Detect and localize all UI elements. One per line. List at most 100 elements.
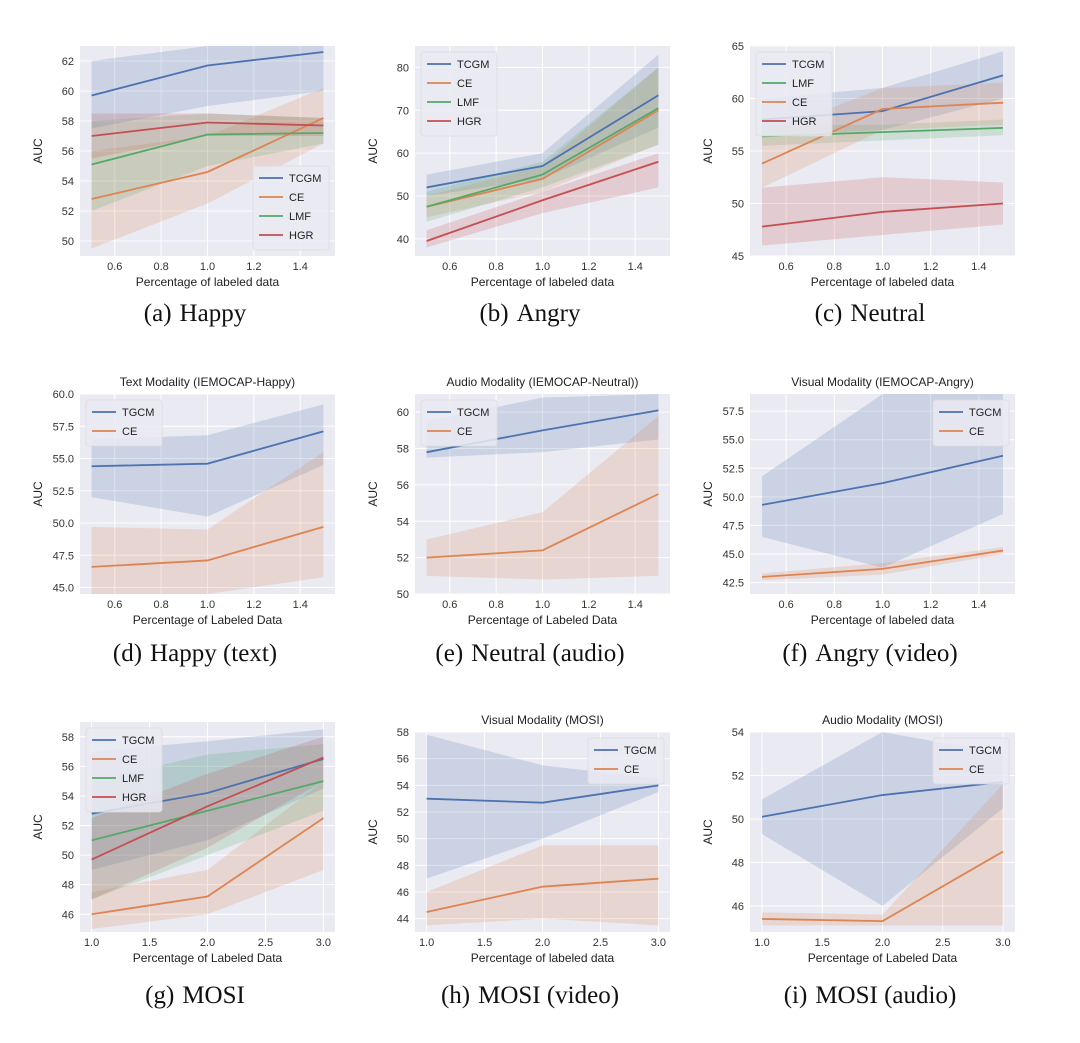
chart-d-xtick: 1.0 <box>200 599 215 611</box>
caption-b-text: Angry <box>516 300 581 327</box>
chart-b-legend-box <box>420 51 498 137</box>
chart-f-ytick: 57.5 <box>723 406 744 418</box>
chart-f-legend-label-ce: CE <box>969 426 984 438</box>
chart-d-legend-label-ce: CE <box>122 426 137 438</box>
chart-h-legend: TGCM CE <box>587 737 665 785</box>
chart-h-xtick: 3.0 <box>651 937 666 949</box>
chart-a-xtick: 1.4 <box>293 261 308 273</box>
chart-d-ytick: 50.0 <box>53 518 74 530</box>
chart-g-ytick: 46 <box>62 909 74 921</box>
chart-g-legend-label-ce: CE <box>122 754 137 766</box>
chart-h-xtick: 2.0 <box>535 937 550 949</box>
chart-svg-a: 0.6 0.8 1.0 1.2 1.4 50 52 54 56 58 60 62 Percentage … <box>31 46 335 289</box>
chart-a-line-lmf <box>91 132 324 166</box>
chart-svg-e: 0.6 0.8 1.0 1.2 1.4 50 52 54 56 58 60 Percentage of… <box>366 375 670 627</box>
chart-f-line-ce <box>761 549 1004 578</box>
chart-d-legend-label-tgcm: TGCM <box>122 407 154 419</box>
chart-g-xtick: 3.0 <box>316 937 331 949</box>
chart-a-line-hgr <box>91 121 324 137</box>
chart-i-line-ce <box>762 850 1004 923</box>
caption-i-text: MOSI (audio) <box>815 982 957 1009</box>
chart-b-legend: TCGM CE LMF HGR <box>420 51 498 137</box>
chart-g-legend-label-hgr: HGR <box>122 792 147 804</box>
chart-h-legend-label-ce: CE <box>624 764 639 776</box>
chart-c-legend-label-hgr: HGR <box>792 116 817 128</box>
chart-d-xtick: 1.4 <box>293 599 308 611</box>
chart-a-ylabel: AUC <box>31 138 45 164</box>
chart-c-ytick: 50 <box>732 199 744 211</box>
chart-a-legend: TCGM CE LMF HGR <box>252 165 330 251</box>
chart-c-xtick: 0.6 <box>778 261 793 273</box>
chart-i-band-ce <box>762 784 1003 926</box>
chart-e-legend-label-ce: CE <box>457 426 472 438</box>
chart-a-legend-box <box>252 165 330 251</box>
chart-c-legend-label-ce: CE <box>792 97 807 109</box>
chart-panel-h: 1.0 1.5 2.0 2.5 3.0 44 46 48 50 52 54 56 58 Percentag… <box>355 708 685 970</box>
chart-i-ytick: 50 <box>732 814 744 826</box>
chart-b-line-tcgm <box>426 94 659 189</box>
chart-c-xtick: 1.0 <box>875 261 890 273</box>
chart-d-line-ce <box>91 526 324 568</box>
chart-e-xtick: 1.2 <box>581 599 596 611</box>
chart-a-xtick: 0.8 <box>153 261 168 273</box>
chart-f-xtick: 1.4 <box>971 599 986 611</box>
chart-g-legend-box <box>85 727 163 813</box>
chart-h-ytick: 44 <box>397 914 409 926</box>
chart-f-xtick: 0.6 <box>778 599 793 611</box>
caption-h-label: (h) <box>440 982 471 1009</box>
chart-d-xlabel: Percentage of Labeled Data <box>133 613 283 627</box>
chart-c-ytick: 45 <box>732 251 744 263</box>
chart-e-legend-label-tgcm: TGCM <box>457 407 489 419</box>
caption-b-label: (b) <box>479 300 509 327</box>
chart-g-ytick: 54 <box>62 791 74 803</box>
chart-c-line-ce <box>761 101 1004 165</box>
chart-b-line-lmf <box>426 107 659 208</box>
chart-d-ytick: 55.0 <box>53 454 74 466</box>
chart-g-ytick: 48 <box>62 880 74 892</box>
caption-g-text: MOSI <box>182 982 245 1009</box>
chart-h-series-group <box>426 734 659 926</box>
chart-c-xtick: 1.2 <box>923 261 938 273</box>
chart-a-xtick: 1.2 <box>246 261 261 273</box>
chart-e-ytick: 52 <box>397 553 409 565</box>
chart-b-legend-label-lmf: LMF <box>457 97 479 109</box>
chart-d-ytick: 47.5 <box>53 550 74 562</box>
chart-c-xlabel: Percentage of labeled data <box>811 275 955 289</box>
chart-i-ytick: 54 <box>732 727 744 739</box>
caption-e-label: (e) <box>435 640 464 667</box>
caption-h: (h) MOSI (video) <box>360 982 700 1010</box>
chart-i-legend: TGCM CE <box>932 737 1010 785</box>
chart-panel-b: 0.6 0.8 1.0 1.2 1.4 40 50 60 70 80 Percentage of l… <box>355 32 685 294</box>
chart-a-ytick: 54 <box>62 176 74 188</box>
chart-i-xtick: 2.0 <box>875 937 890 949</box>
chart-b-line-ce <box>426 109 659 208</box>
chart-c-band-ce <box>762 82 1003 188</box>
chart-e-ytick: 54 <box>397 516 409 528</box>
chart-d-band-ce <box>91 452 324 594</box>
chart-e-legend: TGCM CE <box>420 399 498 447</box>
chart-a-line-tcgm <box>91 51 324 97</box>
chart-c-xtick: 1.4 <box>971 261 986 273</box>
chart-c-ytick: 60 <box>732 94 744 106</box>
chart-b-band-lmf <box>426 67 659 222</box>
chart-b-legend-label-tcgm: TCGM <box>457 59 489 71</box>
chart-g-legend-label-lmf: LMF <box>122 773 144 785</box>
chart-a-ytick: 52 <box>62 206 74 218</box>
caption-f-label: (f) <box>782 640 808 667</box>
chart-f-ytick: 50.0 <box>723 492 744 504</box>
chart-f-ytick: 52.5 <box>723 463 744 475</box>
chart-h-legend-label-tgcm: TGCM <box>624 745 656 757</box>
chart-i-xtick: 1.5 <box>815 937 830 949</box>
chart-panel-d: 0.6 0.8 1.0 1.2 1.4 45.0 47.5 50.0 52.5 55.0 57.5 6… <box>20 370 350 632</box>
chart-svg-i: 1.0 1.5 2.0 2.5 3.0 46 48 50 52 54 Percentage of L… <box>701 713 1015 965</box>
chart-d-series-group <box>91 404 324 594</box>
chart-d-band-tgcm <box>91 404 324 517</box>
chart-e-xtick: 0.8 <box>488 599 503 611</box>
chart-g-ytick: 58 <box>62 732 74 744</box>
caption-a-text: Happy <box>179 300 247 327</box>
chart-a-ytick: 50 <box>62 236 74 248</box>
chart-c-xtick: 0.8 <box>827 261 842 273</box>
chart-d-ytick: 57.5 <box>53 421 74 433</box>
chart-b-ytick: 40 <box>397 234 409 246</box>
chart-b-ytick: 60 <box>397 148 409 160</box>
